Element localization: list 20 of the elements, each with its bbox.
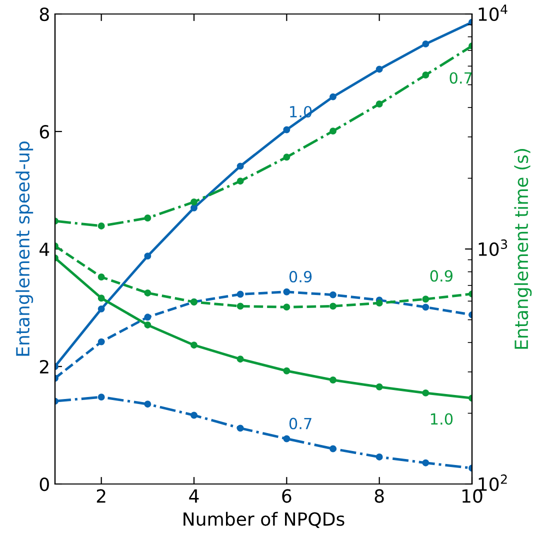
y2-tick-label: 10$^{2}$ <box>478 474 507 491</box>
series-label: 1.0 <box>430 413 453 425</box>
x-tick-label: 10 <box>462 489 482 503</box>
y-tick-label: 4 <box>40 242 50 256</box>
y-tick-label: 2 <box>40 360 48 374</box>
series-label: 0.7 <box>289 418 312 430</box>
x-axis-title: Number of NPQDs <box>184 512 344 528</box>
y-tick-label: 8 <box>40 7 49 22</box>
y2-tick-label: 10$^{4}$ <box>478 4 508 21</box>
y-axis-title: Entanglement speed-up <box>16 142 34 356</box>
y2-tick-label: 10$^{3}$ <box>478 239 508 256</box>
series-label: 0.9 <box>289 270 312 282</box>
x-tick-label: 2 <box>96 489 106 503</box>
series-label: 0.9 <box>430 270 453 282</box>
x-tick-label: 4 <box>189 489 199 503</box>
x-tick-label: 8 <box>374 489 384 503</box>
y-tick-label: 6 <box>40 124 49 139</box>
x-tick-label: 6 <box>282 489 292 503</box>
y-tick-label: 0 <box>40 477 49 492</box>
y2-axis-title: Entanglement time (s) <box>514 149 532 349</box>
